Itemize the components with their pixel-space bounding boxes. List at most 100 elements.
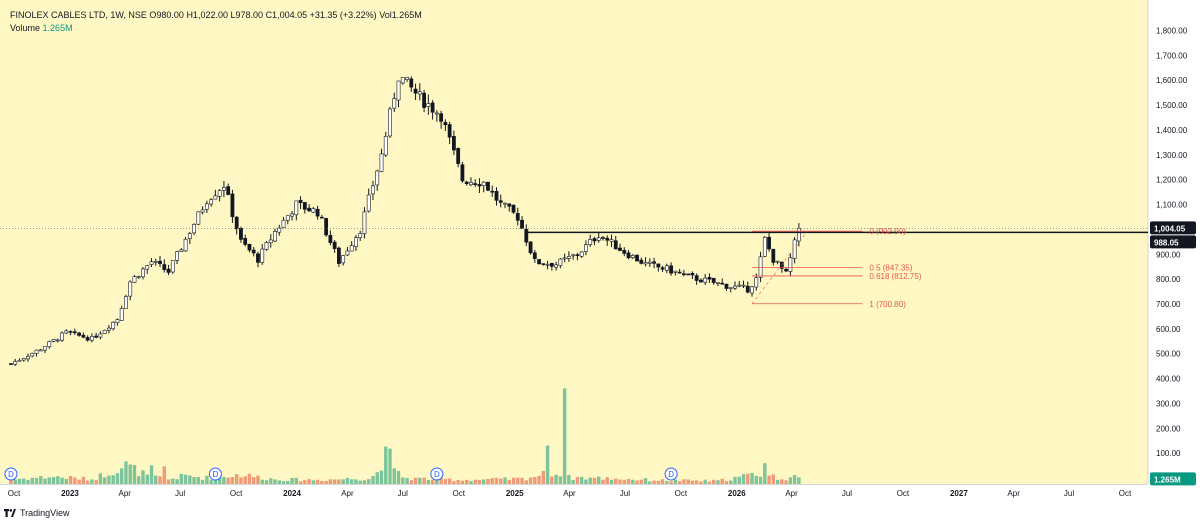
candle-body xyxy=(247,244,252,251)
volume-bar xyxy=(277,480,281,484)
candle-body xyxy=(451,136,456,151)
x-tick-label: Apr xyxy=(341,489,354,498)
volume-bar xyxy=(64,478,69,484)
volume-bar xyxy=(234,474,239,484)
volume-bar xyxy=(345,478,350,484)
candle-body xyxy=(596,237,601,241)
x-tick-label: Oct xyxy=(1119,489,1132,498)
volume-bar xyxy=(507,479,511,484)
x-tick-label: Jul xyxy=(175,489,185,498)
candle-body xyxy=(196,211,201,225)
volume-bar xyxy=(60,477,64,484)
candle-body xyxy=(754,277,759,288)
volume-bar xyxy=(107,475,111,484)
candle-body xyxy=(128,281,133,297)
candle-body xyxy=(699,279,703,283)
candle-body xyxy=(779,261,784,269)
volume-bar xyxy=(741,474,746,484)
current-price-label: 1,004.05 xyxy=(1154,224,1186,233)
candle-body xyxy=(175,251,179,261)
price-axis[interactable]: 100.00 200.00 300.00 400.00 500.00 600.00 700.… xyxy=(1150,27,1196,486)
volume-bar xyxy=(256,475,260,484)
candle-body xyxy=(85,337,90,341)
volume-bar xyxy=(217,476,222,484)
fib-level-label: 0.5 (847.35) xyxy=(869,263,912,272)
candle-body xyxy=(102,329,107,334)
volume-bar xyxy=(682,479,686,484)
candle-body xyxy=(784,268,789,272)
candle-body xyxy=(447,124,452,138)
volume-bar xyxy=(94,480,98,484)
volume-bar xyxy=(797,477,801,484)
candle-body xyxy=(332,241,337,249)
candle-body xyxy=(775,260,780,263)
volume-bar xyxy=(601,479,605,484)
overlays: 0 (992.90) 0.5 (847.35)0.618 (812.75) 1 (7… xyxy=(0,227,1148,481)
candle-body xyxy=(26,356,30,360)
volume-bar xyxy=(626,478,631,484)
volume-bar xyxy=(171,478,175,484)
x-tick-label: Jul xyxy=(842,489,852,498)
tradingview-footer[interactable]: TradingView xyxy=(4,508,70,518)
candle-body xyxy=(652,261,656,264)
candle-body xyxy=(481,181,486,186)
volume-bar xyxy=(22,478,26,484)
candle-body xyxy=(349,245,354,252)
candle-body xyxy=(21,358,26,361)
current-price-label-bg xyxy=(1150,221,1196,235)
candle-body xyxy=(566,256,571,259)
volume-bar xyxy=(456,479,460,484)
candle-body xyxy=(796,228,801,242)
volume-bar xyxy=(98,473,103,484)
candle-body xyxy=(362,211,367,234)
volume-bar xyxy=(205,475,209,484)
volume-bar xyxy=(192,477,196,484)
candle-body xyxy=(145,265,150,270)
volume-bar xyxy=(102,477,107,484)
x-tick-label: 2025 xyxy=(506,489,524,498)
volume-legend-row: Volume 1.265M xyxy=(10,23,73,33)
x-tick-label: Oct xyxy=(897,489,910,498)
candle-body xyxy=(383,136,388,156)
candle-body xyxy=(119,308,124,321)
candle-body xyxy=(720,282,725,285)
candle-body xyxy=(584,244,588,252)
horizontal-line-price-label-bg xyxy=(1150,235,1196,249)
volume-bar xyxy=(239,477,243,484)
x-tick-label: Jul xyxy=(1064,489,1074,498)
candle-body xyxy=(60,332,64,341)
volume-bar xyxy=(196,477,201,484)
time-axis[interactable]: Oct 2023 Apr Jul Oct 2024 Apr Jul Oct 2025 Apr Jul O… xyxy=(8,489,1132,498)
volume-bar xyxy=(315,479,320,484)
y-tick-label: 200.00 xyxy=(1156,424,1181,433)
volume-bar xyxy=(443,479,448,484)
candle-body xyxy=(707,277,712,280)
y-tick-label: 700.00 xyxy=(1156,300,1181,309)
volume-bar xyxy=(209,479,213,484)
candle-body xyxy=(30,352,35,357)
volume-bar xyxy=(528,477,533,484)
volume-bar xyxy=(26,480,30,484)
y-tick-label: 1,800.00 xyxy=(1156,27,1188,36)
candle-body xyxy=(115,319,120,323)
volume-bar xyxy=(435,477,439,484)
candle-body xyxy=(379,153,384,172)
candle-body xyxy=(132,276,137,283)
candlesticks xyxy=(9,76,801,366)
volume-bar xyxy=(486,478,490,484)
dividend-marker xyxy=(430,467,444,481)
volume-bar xyxy=(307,479,311,484)
dividend-marker xyxy=(664,467,678,481)
candle-body xyxy=(55,339,60,342)
volume-bar xyxy=(571,479,575,484)
candle-body xyxy=(222,187,226,191)
candle-body xyxy=(477,184,482,187)
candle-body xyxy=(162,264,167,270)
candle-body xyxy=(690,273,695,276)
volume-bar xyxy=(618,479,622,484)
x-tick-label: Jul xyxy=(398,489,408,498)
volume-bar xyxy=(447,478,452,484)
candle-body xyxy=(392,98,397,109)
